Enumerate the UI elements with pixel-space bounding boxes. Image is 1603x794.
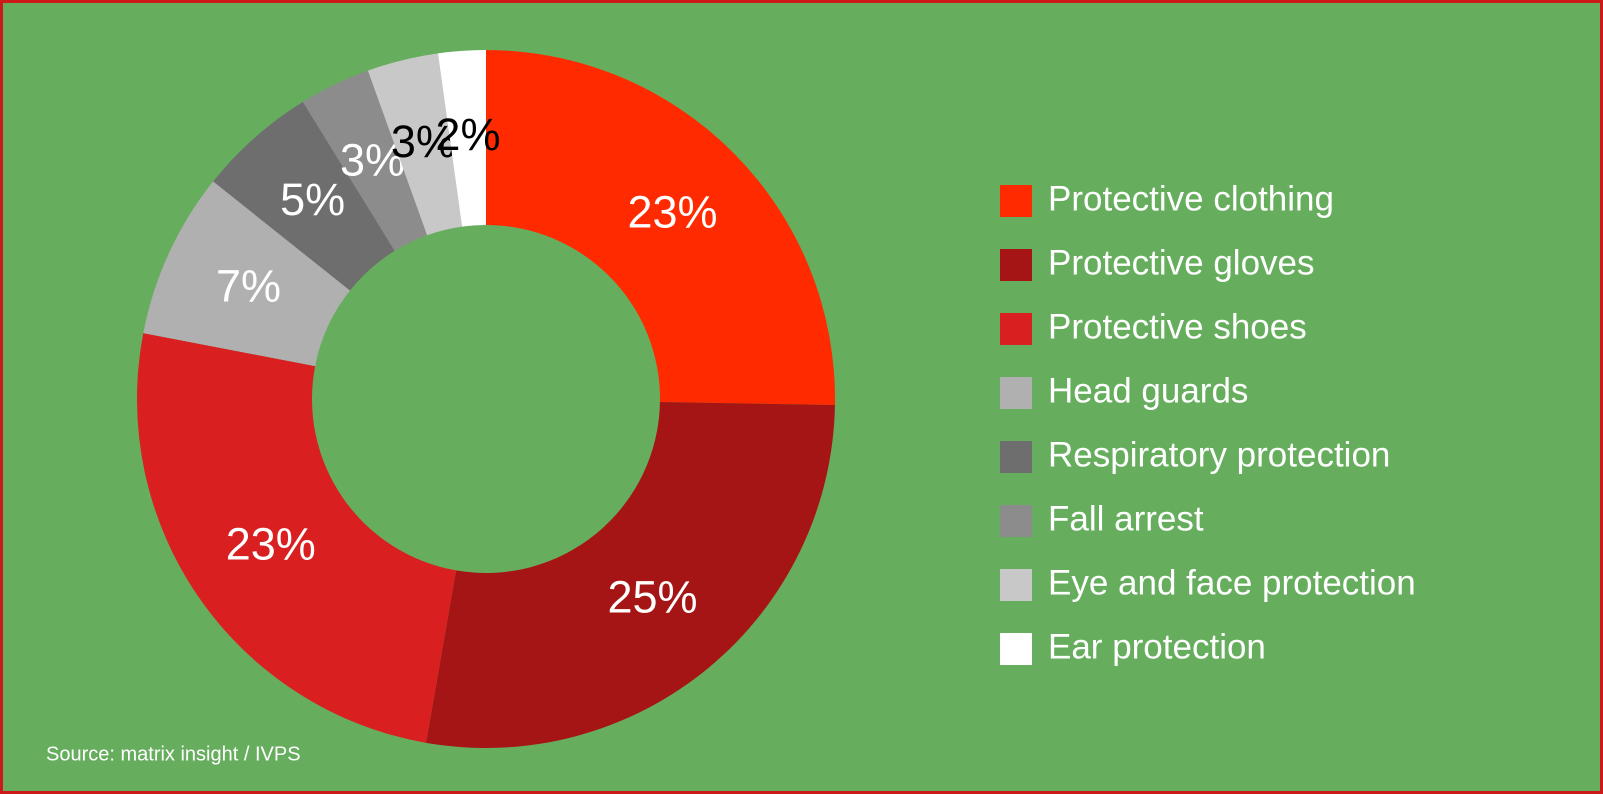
slice	[367, 53, 463, 236]
legend-label: Protective shoes	[1048, 307, 1307, 346]
data-label: 7%	[216, 261, 281, 312]
slice	[143, 181, 350, 367]
legend-swatch	[1000, 249, 1032, 281]
data-label: 5%	[280, 174, 345, 225]
legend-swatch	[1000, 505, 1032, 537]
legend-label: Head guards	[1048, 371, 1248, 410]
legend-label: Protective gloves	[1048, 243, 1315, 282]
legend-swatch	[1000, 185, 1032, 217]
slice	[302, 70, 428, 251]
data-label: 2%	[435, 109, 500, 160]
slice	[426, 402, 835, 749]
legend-label: Eye and face protection	[1048, 563, 1416, 602]
legend-label: Fall arrest	[1048, 499, 1204, 538]
data-label: 23%	[627, 187, 717, 238]
data-label: 25%	[608, 571, 698, 622]
slice	[137, 333, 457, 743]
legend-swatch	[1000, 569, 1032, 601]
legend-swatch	[1000, 633, 1032, 665]
legend-swatch	[1000, 441, 1032, 473]
legend-label: Ear protection	[1048, 627, 1266, 666]
slice	[486, 50, 835, 406]
data-label: 23%	[226, 518, 316, 569]
legend-label: Protective clothing	[1048, 179, 1334, 218]
slice	[437, 50, 486, 227]
source-note: Source: matrix insight / IVPS	[46, 743, 301, 765]
slice	[213, 101, 395, 291]
legend-swatch	[1000, 377, 1032, 409]
legend-swatch	[1000, 313, 1032, 345]
legend-label: Respiratory protection	[1048, 435, 1390, 474]
data-label: 3%	[391, 116, 456, 167]
